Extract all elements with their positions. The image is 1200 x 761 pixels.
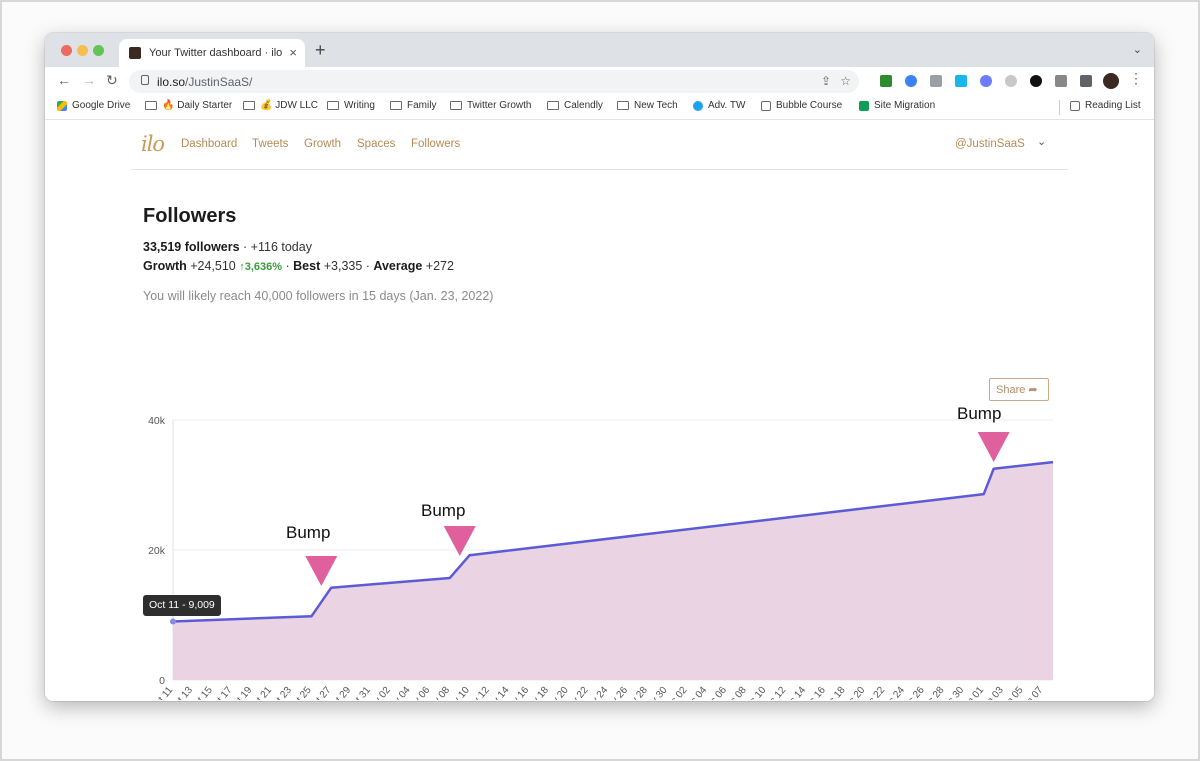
share-arrow-icon: ➦ <box>1028 384 1038 396</box>
bookmark-adv-tw[interactable]: Adv. TW <box>693 100 745 111</box>
bump-marker <box>443 526 476 556</box>
prediction-text: You will likely reach 40,000 followers i… <box>143 289 494 303</box>
bookmarks-divider <box>1059 100 1060 115</box>
extension-icon[interactable] <box>930 75 942 87</box>
nav-growth[interactable]: Growth <box>304 138 342 150</box>
tab-close-icon[interactable]: × <box>289 45 297 60</box>
nav-followers[interactable]: Followers <box>411 138 461 150</box>
bookmark-writing[interactable]: Writing <box>327 100 375 111</box>
bump-annotation: Bump <box>421 501 466 520</box>
folder-icon <box>617 101 629 110</box>
bump-annotation: Bump <box>957 404 1002 423</box>
reading-list-button[interactable]: Reading List <box>1070 100 1141 111</box>
page-title: Followers <box>143 205 237 227</box>
folder-icon <box>145 101 157 110</box>
folder-icon <box>390 101 402 110</box>
sheets-icon <box>859 100 869 111</box>
y-tick-label: 40k <box>148 415 166 427</box>
address-bar[interactable]: ilo.so/JustinSaaS/ ⇪ ☆ <box>129 70 859 93</box>
chart-tooltip: Oct 11 - 9,009 <box>143 595 221 616</box>
lock-icon <box>141 75 149 85</box>
user-menu[interactable]: @JustinSaaS <box>955 138 1025 150</box>
maximize-window-button[interactable] <box>93 45 104 56</box>
nav-dashboard[interactable]: Dashboard <box>181 138 238 150</box>
bookmark-twitter-growth[interactable]: Twitter Growth <box>450 100 531 111</box>
active-tab[interactable]: Your Twitter dashboard · ilo × <box>119 39 305 67</box>
tab-title: Your Twitter dashboard · ilo <box>149 47 283 59</box>
followers-area <box>173 462 1053 680</box>
bookmark-new-tech[interactable]: New Tech <box>617 100 678 111</box>
favicon-icon <box>129 47 141 59</box>
followers-line <box>172 460 1054 623</box>
extension-icon[interactable] <box>905 75 917 87</box>
avatar[interactable] <box>1103 73 1119 89</box>
twitter-icon <box>693 100 703 111</box>
close-window-button[interactable] <box>61 45 72 56</box>
google-drive-icon <box>57 100 67 111</box>
bookmark-site-migration[interactable]: Site Migration <box>859 100 935 111</box>
url-text: ilo.so/JustinSaaS/ <box>157 75 253 89</box>
bookmark-google-drive[interactable]: Google Drive <box>57 100 130 111</box>
folder-icon <box>450 101 462 110</box>
reading-list-icon <box>1070 100 1080 111</box>
extension-icon[interactable] <box>1055 75 1067 87</box>
y-tick-label: 0 <box>159 675 165 687</box>
chevron-down-icon[interactable]: ⌄ <box>1037 136 1047 148</box>
tab-search-icon[interactable]: ⌄ <box>1132 44 1142 56</box>
nav-spaces[interactable]: Spaces <box>357 138 396 150</box>
folder-icon <box>243 101 255 110</box>
bookmark-daily-starter[interactable]: 🔥 Daily Starter <box>145 100 232 111</box>
building-icon <box>761 100 771 111</box>
back-button[interactable]: ← <box>57 72 71 88</box>
share-button[interactable]: Share ➦ <box>989 378 1049 401</box>
bookmark-bubble-course[interactable]: Bubble Course <box>761 100 842 111</box>
bookmark-jdw-llc[interactable]: 💰 JDW LLC <box>243 100 318 111</box>
page-content: ilo Dashboard Tweets Growth Spaces Follo… <box>45 120 1154 701</box>
bookmarks-bar: Google Drive 🔥 Daily Starter 💰 JDW LLC W… <box>45 96 1154 120</box>
share-page-icon[interactable]: ⇪ <box>820 74 831 88</box>
reload-button[interactable]: ↻ <box>106 72 118 88</box>
extension-icon[interactable] <box>1030 75 1042 87</box>
y-tick-label: 20k <box>148 545 166 557</box>
bookmark-family[interactable]: Family <box>390 100 436 111</box>
bookmark-star-icon[interactable]: ☆ <box>840 74 851 88</box>
ilo-logo[interactable]: ilo <box>141 132 165 156</box>
bump-marker <box>305 556 338 586</box>
new-tab-button[interactable]: + <box>315 40 326 60</box>
forward-button[interactable]: → <box>82 72 96 88</box>
extension-icon[interactable] <box>1005 75 1017 87</box>
minimize-window-button[interactable] <box>77 45 88 56</box>
extension-icon[interactable] <box>880 75 892 87</box>
folder-icon <box>547 101 559 110</box>
data-point <box>170 618 176 625</box>
browser-window: Your Twitter dashboard · ilo × + ⌄ ← → ↻… <box>45 33 1154 701</box>
bump-annotation: Bump <box>286 523 331 542</box>
header-divider <box>131 169 1068 170</box>
browser-menu-icon[interactable]: ⋮ <box>1129 70 1143 86</box>
bookmark-calendly[interactable]: Calendly <box>547 100 603 111</box>
folder-icon <box>327 101 339 110</box>
browser-toolbar: ← → ↻ ilo.so/JustinSaaS/ ⇪ ☆ ⋮ <box>45 67 1154 96</box>
puzzle-icon[interactable] <box>1080 75 1092 87</box>
follower-count: 33,519 followers · +116 today <box>143 240 312 254</box>
extension-icon[interactable] <box>980 75 992 87</box>
growth-stats: Growth +24,510 ↑3,636% · Best +3,335 · A… <box>143 259 454 273</box>
bump-marker <box>977 432 1010 462</box>
vimeo-icon[interactable] <box>955 75 967 87</box>
nav-tweets[interactable]: Tweets <box>252 138 289 150</box>
tab-bar: Your Twitter dashboard · ilo × + ⌄ <box>45 33 1154 67</box>
